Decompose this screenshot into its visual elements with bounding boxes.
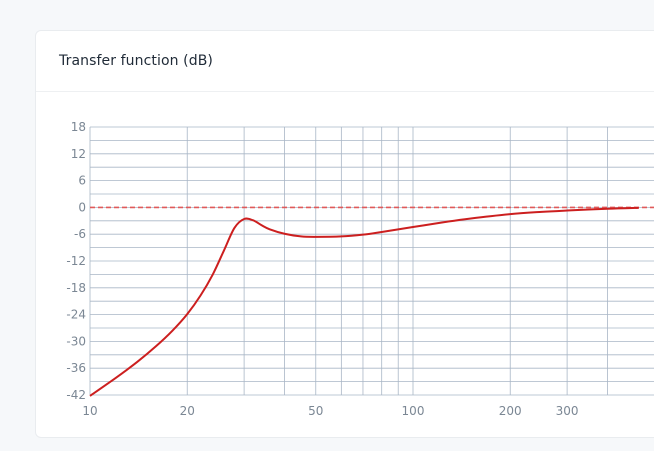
y-tick-label: -24 bbox=[66, 308, 86, 322]
y-tick-label: 12 bbox=[71, 147, 86, 161]
y-tick-label: -36 bbox=[66, 361, 86, 375]
y-tick-label: -18 bbox=[66, 281, 86, 295]
y-tick-label: -42 bbox=[66, 388, 86, 402]
y-tick-label: 6 bbox=[78, 174, 86, 188]
x-tick-label: 50 bbox=[308, 404, 323, 418]
grid bbox=[89, 126, 654, 396]
x-tick-label: 10 bbox=[82, 404, 97, 418]
x-tick-label: 300 bbox=[556, 404, 579, 418]
chart-title: Transfer function (dB) bbox=[59, 53, 213, 69]
transfer-curve bbox=[89, 206, 639, 397]
series-layer bbox=[89, 206, 639, 397]
y-tick-label: -12 bbox=[66, 254, 86, 268]
x-tick-label: 100 bbox=[402, 404, 425, 418]
y-tick-label: 18 bbox=[71, 120, 86, 134]
card-header: Transfer function (dB) bbox=[36, 31, 654, 92]
y-tick-label: -30 bbox=[66, 334, 86, 348]
x-tick-label: 200 bbox=[499, 404, 522, 418]
y-axis-ticks: 18 12 6 0 -6 -12 -18 -24 -30 -36 -42 bbox=[66, 120, 86, 402]
y-tick-label: -6 bbox=[74, 227, 86, 241]
y-tick-label: 0 bbox=[78, 200, 86, 214]
x-axis-ticks: 10 20 50 100 200 300 bbox=[82, 404, 578, 418]
x-tick-label: 20 bbox=[180, 404, 195, 418]
